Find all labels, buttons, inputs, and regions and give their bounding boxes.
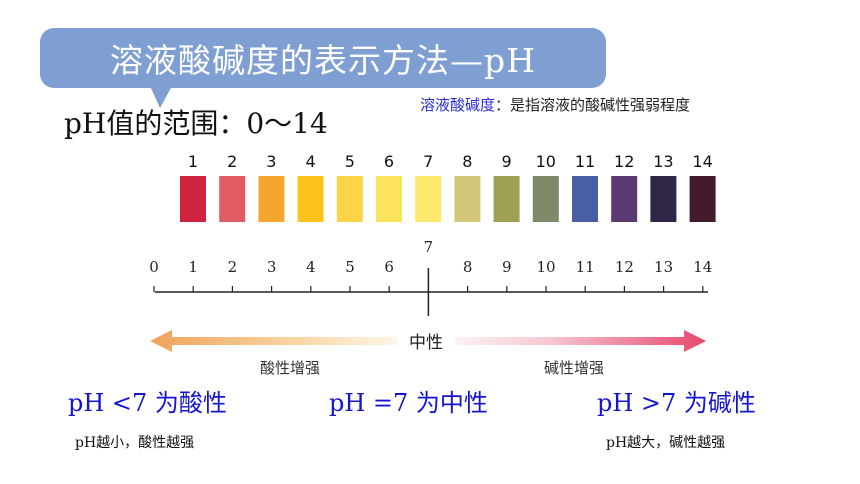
ph-color-swatch [219, 176, 246, 222]
swatch-number: 8 [462, 152, 472, 171]
ph-color-swatch [650, 176, 677, 222]
ph-color-swatch [180, 176, 206, 222]
ph-color-swatch [689, 176, 716, 222]
swatch-number: 11 [575, 152, 595, 171]
axis-tick-label: 4 [306, 258, 316, 276]
ph-color-swatch [415, 176, 442, 222]
axis-tick-label: 8 [463, 258, 473, 276]
ph-color-swatch [532, 176, 559, 222]
ph-number-line: 0 1 2 3 4 5 678 9 10 11 12 13 14 [149, 238, 712, 316]
acid-base-arrow: 中性 酸性增强 碱性增强 [150, 328, 706, 377]
axis-tick-label: 0 [149, 258, 159, 276]
acid-rule: pH <7 为酸性 [68, 389, 227, 417]
swatch-number: 6 [384, 152, 394, 171]
base-rule: pH >7 为碱性 [597, 389, 756, 417]
ph-color-swatch [258, 176, 285, 222]
ph-range-label: pH值的范围：0～14 [64, 107, 328, 140]
base-increase-label: 碱性增强 [544, 359, 604, 377]
axis-tick-label: 11 [576, 258, 595, 276]
axis-tick-label: 13 [654, 258, 673, 276]
neutral-label-bg [397, 328, 455, 354]
swatch-number: 3 [266, 152, 276, 171]
title-banner [40, 28, 606, 88]
swatch-number: 9 [502, 152, 512, 171]
ph-color-swatch [611, 176, 638, 222]
neutral-rule: pH =7 为中性 [329, 389, 488, 417]
axis-tick-label: 9 [502, 258, 512, 276]
swatch-number: 7 [423, 152, 433, 171]
title-banner-tail [150, 86, 172, 108]
axis-tick-label: 5 [345, 258, 355, 276]
axis-tick-label: 12 [615, 258, 634, 276]
ph-color-swatch [572, 176, 598, 222]
color-swatch-row: 1 2 3 4 5 6 7 8 9 10 11 12 13 14 [180, 152, 716, 222]
ph-color-swatch [336, 176, 363, 222]
axis-tick-label: 10 [536, 258, 555, 276]
axis-tick-label: 7 [424, 238, 434, 256]
swatch-number: 4 [306, 152, 316, 171]
swatch-number: 2 [227, 152, 237, 171]
neutral-label: 中性 [409, 333, 443, 353]
axis-tick-label: 14 [693, 258, 712, 276]
definition-term: 溶液酸碱度 [420, 96, 496, 114]
definition-text: 溶液酸碱度：是指溶液的酸碱性强弱程度 [420, 94, 690, 115]
ph-color-swatch [297, 176, 324, 222]
acid-increase-label: 酸性增强 [260, 359, 320, 377]
axis-tick-label: 1 [188, 258, 198, 276]
base-note: pH越大，碱性越强 [606, 435, 726, 451]
axis-tick-label: 2 [228, 258, 238, 276]
swatch-number: 10 [536, 152, 556, 171]
axis-tick-label: 6 [384, 258, 394, 276]
swatch-number: 13 [653, 152, 673, 171]
ph-color-swatch [493, 176, 520, 222]
swatch-number: 5 [345, 152, 355, 171]
definition-body: ：是指溶液的酸碱性强弱程度 [495, 96, 691, 114]
swatch-number: 14 [692, 152, 712, 171]
swatch-number: 1 [188, 152, 198, 171]
page-title: 溶液酸碱度的表示方法—pH [110, 41, 536, 80]
swatch-number: 12 [614, 152, 634, 171]
ph-color-swatch [454, 176, 481, 222]
acid-note: pH越小，酸性越强 [75, 435, 195, 451]
axis-tick-label: 3 [267, 258, 277, 276]
ph-color-swatch [376, 176, 402, 222]
